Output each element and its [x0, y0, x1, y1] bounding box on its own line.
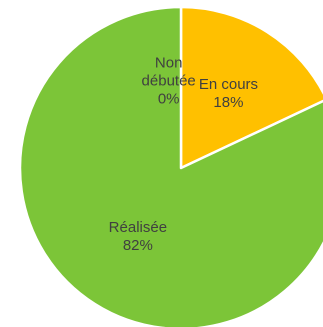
data-label-r-alis-e: Réalisée 82% — [109, 219, 167, 254]
pie-slices — [18, 5, 323, 327]
data-label-en-cours: En cours 18% — [199, 76, 258, 111]
pie-labels: Non débutée 0%En cours 18% Réalisée 82% — [109, 54, 258, 254]
pie-slice-en-cours — [179, 5, 323, 170]
data-label-non-d-but-e: Non débutée 0% — [142, 54, 196, 107]
pie-slice-r-alis-e — [18, 5, 323, 327]
